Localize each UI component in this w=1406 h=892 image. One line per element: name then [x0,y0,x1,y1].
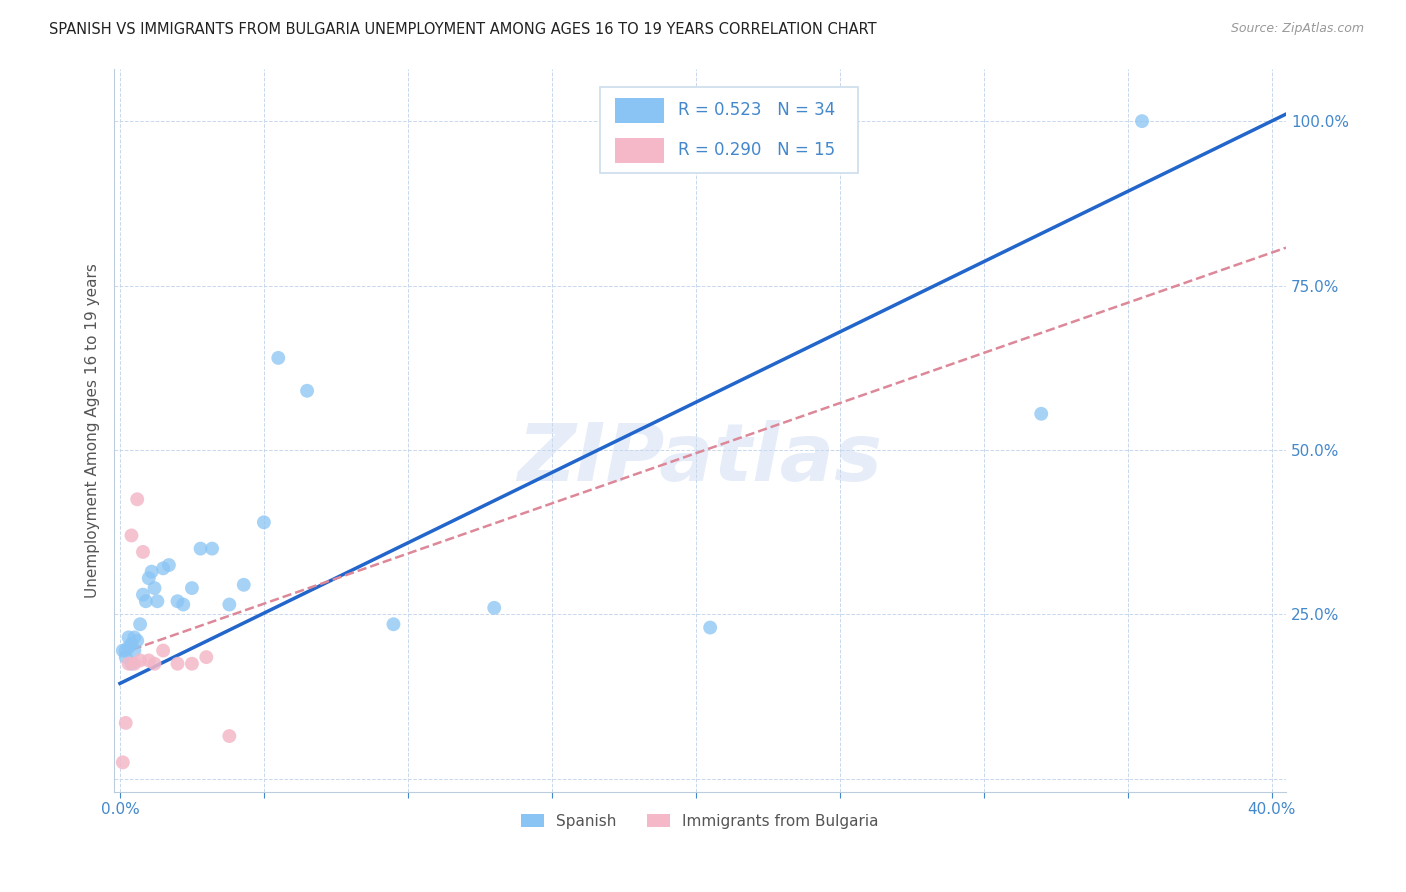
Point [117,631,139,645]
Point [143,581,166,595]
Point [121,657,143,671]
Point [111,756,134,770]
Point [146,594,169,608]
Point [135,594,157,608]
Point [382,617,405,632]
Point [143,657,166,671]
FancyBboxPatch shape [600,87,858,173]
Text: ZIPatlas: ZIPatlas [517,420,883,498]
Point [114,650,136,665]
FancyBboxPatch shape [614,138,664,162]
Point [152,643,174,657]
Legend: Spanish, Immigrants from Bulgaria: Spanish, Immigrants from Bulgaria [515,807,884,835]
Point [129,653,152,667]
Point [117,657,139,671]
Point [138,653,160,667]
FancyBboxPatch shape [614,98,664,123]
Point [253,516,276,530]
Point [141,565,163,579]
Point [129,617,152,632]
Point [166,657,188,671]
Point [232,578,254,592]
Point [124,631,146,645]
Point [114,715,136,730]
Point [190,541,212,556]
Point [127,492,149,507]
Point [1031,407,1053,421]
Point [172,598,194,612]
Point [218,598,240,612]
Point [121,528,143,542]
Point [181,581,204,595]
Y-axis label: Unemployment Among Ages 16 to 19 years: Unemployment Among Ages 16 to 19 years [86,263,100,598]
Point [181,657,204,671]
Point [114,643,136,657]
Point [117,640,139,655]
Point [111,643,134,657]
Point [201,541,224,556]
Point [132,588,155,602]
Point [218,729,240,743]
Point [152,561,174,575]
Text: R = 0.290   N = 15: R = 0.290 N = 15 [678,141,835,160]
Point [484,600,506,615]
Point [124,657,146,671]
Point [124,643,146,657]
Text: SPANISH VS IMMIGRANTS FROM BULGARIA UNEMPLOYMENT AMONG AGES 16 TO 19 YEARS CORRE: SPANISH VS IMMIGRANTS FROM BULGARIA UNEM… [49,22,877,37]
Point [166,594,188,608]
Point [127,633,149,648]
Point [1130,114,1153,128]
Point [121,637,143,651]
Point [138,571,160,585]
Point [132,545,155,559]
Text: Source: ZipAtlas.com: Source: ZipAtlas.com [1230,22,1364,36]
Text: R = 0.523   N = 34: R = 0.523 N = 34 [678,102,835,120]
Point [267,351,290,365]
Point [295,384,318,398]
Point [157,558,180,572]
Point [699,621,721,635]
Point [195,650,218,665]
